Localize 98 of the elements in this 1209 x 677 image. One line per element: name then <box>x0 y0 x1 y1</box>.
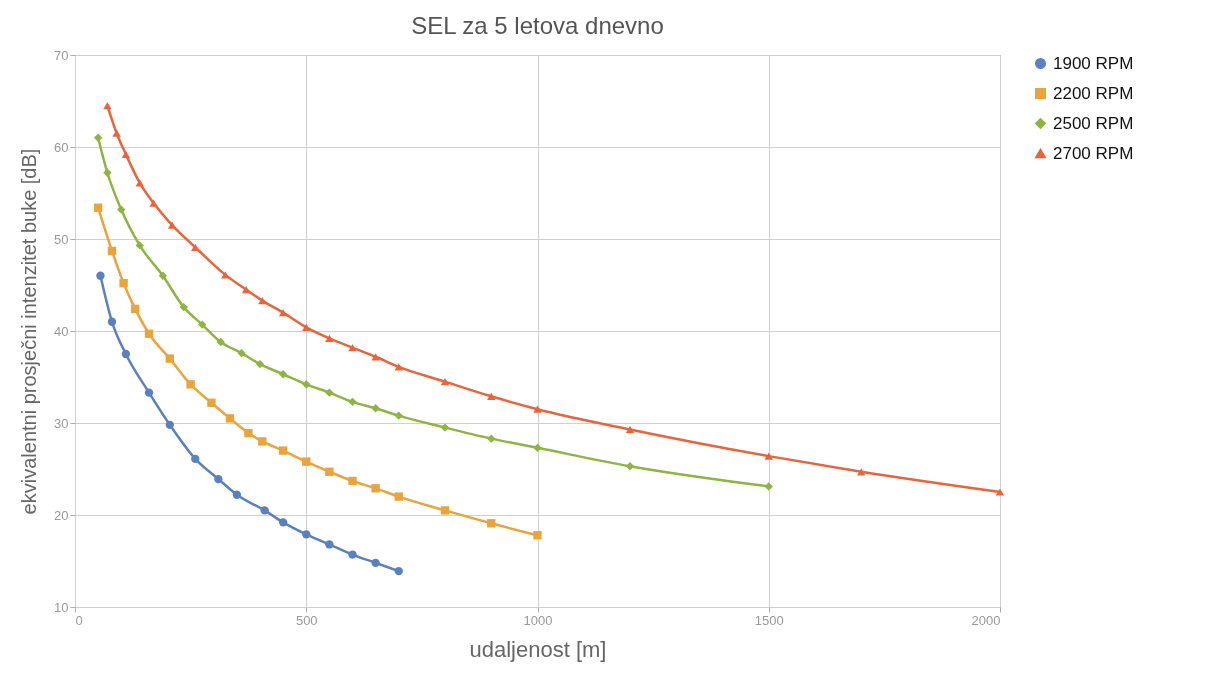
point <box>93 203 103 212</box>
legend-label: 2200 RPM <box>1053 83 1134 103</box>
point <box>103 101 112 110</box>
point <box>117 205 126 214</box>
y-tick-label: 10 <box>54 599 69 615</box>
point <box>107 317 117 326</box>
x-tick-label: 1500 <box>754 612 784 628</box>
point <box>440 377 450 386</box>
point <box>348 397 357 407</box>
point <box>96 271 105 280</box>
point <box>533 405 542 413</box>
point <box>93 133 103 142</box>
point <box>241 285 251 294</box>
point <box>371 404 380 413</box>
x-tick-label: 2000 <box>971 612 1001 628</box>
point <box>121 349 131 359</box>
point <box>144 388 154 397</box>
point <box>103 168 112 177</box>
point <box>258 437 267 446</box>
x-tick-label: 1000 <box>523 612 553 628</box>
legend-label: 2700 RPM <box>1053 143 1134 163</box>
point <box>186 380 195 389</box>
point <box>130 304 140 314</box>
point <box>325 467 334 476</box>
point <box>260 506 269 515</box>
point <box>237 348 246 358</box>
point <box>216 337 225 347</box>
point <box>394 411 403 420</box>
point <box>764 482 773 491</box>
point <box>371 353 380 361</box>
point <box>121 150 131 158</box>
point <box>119 278 128 288</box>
point <box>325 388 334 397</box>
point <box>149 199 158 207</box>
point <box>302 530 311 539</box>
point <box>625 462 635 471</box>
point <box>995 488 1005 496</box>
point <box>278 370 288 379</box>
y-tick-label: 20 <box>54 507 69 523</box>
point <box>487 392 496 400</box>
point <box>325 334 334 342</box>
point <box>348 550 357 559</box>
point <box>179 302 188 312</box>
point <box>533 531 542 540</box>
x-tick-label: 0 <box>75 612 83 628</box>
point <box>135 241 144 250</box>
point <box>258 297 267 305</box>
point <box>107 246 117 256</box>
point <box>167 221 177 229</box>
y-axis-title: ekvivalentni prosječni intenzitet buke [dB] <box>18 148 41 515</box>
point <box>371 558 380 568</box>
point <box>278 308 288 317</box>
point <box>244 428 253 438</box>
chart-title: SEL za 5 letova dnevno <box>411 12 664 39</box>
point <box>625 425 635 434</box>
point <box>440 506 450 515</box>
point <box>487 519 496 528</box>
y-tick-label: 60 <box>54 139 69 155</box>
point <box>112 129 121 137</box>
point <box>165 354 174 363</box>
point <box>302 457 311 466</box>
point <box>191 243 200 251</box>
point <box>533 443 542 453</box>
point <box>144 329 154 338</box>
point <box>440 423 450 432</box>
point <box>225 414 235 423</box>
point <box>348 343 357 352</box>
x-tick-label: 500 <box>295 612 318 628</box>
point <box>158 271 168 280</box>
point <box>191 454 200 464</box>
point <box>165 420 174 430</box>
y-tick-label: 70 <box>54 47 69 63</box>
point <box>394 363 403 371</box>
point <box>302 380 311 389</box>
point <box>325 540 334 549</box>
y-tick-label: 40 <box>54 323 69 339</box>
point <box>255 359 265 369</box>
legend-label: 2500 RPM <box>1053 113 1134 133</box>
point <box>135 179 144 187</box>
x-axis-title: udaljenost [m] <box>469 636 607 662</box>
point <box>394 566 403 576</box>
point <box>348 476 357 486</box>
point <box>232 490 242 499</box>
legend-label: 1900 RPM <box>1053 53 1134 73</box>
point <box>278 518 288 527</box>
point <box>487 434 496 443</box>
point <box>394 492 403 501</box>
point <box>221 271 230 279</box>
y-tick-label: 50 <box>54 231 69 247</box>
point <box>198 320 207 329</box>
y-tick-label: 30 <box>54 415 69 431</box>
point <box>371 484 380 493</box>
point <box>207 398 216 407</box>
point <box>857 468 866 476</box>
point <box>214 474 223 484</box>
point <box>302 323 311 331</box>
point <box>764 452 773 460</box>
point <box>278 446 288 455</box>
